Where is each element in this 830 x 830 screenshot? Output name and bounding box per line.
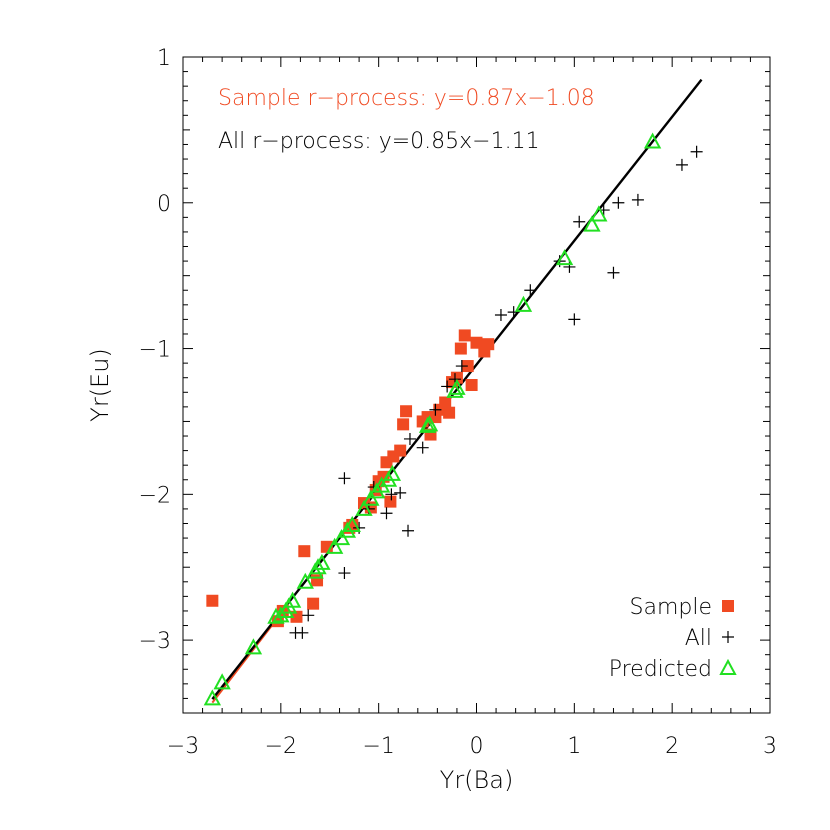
point-sample	[394, 444, 407, 457]
point-all	[607, 266, 620, 279]
point-all	[524, 284, 537, 297]
point-predicted	[514, 295, 533, 312]
point-predicted	[383, 464, 402, 481]
point-all	[441, 380, 454, 393]
point-sample	[400, 405, 413, 418]
y-tick-label: −1	[139, 338, 171, 363]
y-tick-label: 1	[157, 46, 171, 71]
point-all	[612, 196, 625, 209]
point-predicted	[296, 572, 314, 589]
point-predicted	[244, 638, 263, 655]
point-sample	[482, 338, 495, 351]
y-tick-label: −3	[139, 629, 171, 654]
point-all	[394, 486, 407, 499]
x-axis-label: Yr(Ba)	[440, 766, 514, 794]
point-predicted	[355, 499, 373, 516]
series-predicted	[203, 132, 662, 706]
legend-marker-sample	[722, 600, 734, 612]
point-all	[403, 432, 416, 445]
point-sample	[465, 379, 478, 391]
point-sample	[439, 396, 452, 409]
point-predicted	[309, 558, 327, 575]
legend-label-all: All	[685, 626, 712, 651]
point-sample	[397, 418, 410, 431]
point-sample	[290, 610, 303, 623]
point-all	[338, 472, 351, 485]
x-tick-label: 0	[470, 734, 484, 759]
legend-marker-predicted	[719, 658, 737, 675]
point-all	[302, 609, 315, 622]
annotation-all-fit: All r−process: y=0.85x−1.11	[218, 129, 540, 154]
axis-tick-labels: −3 −2 −1 0 1 2 3 −3 −2 −1 0 1	[139, 46, 777, 759]
point-all	[568, 313, 581, 326]
point-predicted	[272, 606, 290, 623]
point-predicted	[643, 132, 662, 149]
x-tick-label: −3	[167, 734, 199, 759]
point-all	[416, 441, 429, 454]
point-all	[675, 158, 688, 171]
point-all	[338, 567, 351, 580]
point-sample	[443, 406, 456, 419]
point-predicted	[213, 673, 231, 690]
point-all	[380, 507, 393, 520]
point-predicted	[448, 378, 466, 395]
point-predicted	[420, 415, 439, 432]
legend-marker-all	[722, 631, 734, 643]
point-all	[429, 403, 442, 416]
point-predicted	[583, 215, 601, 232]
point-predicted	[343, 515, 361, 532]
y-axis-label: Yr(Eu)	[86, 348, 114, 422]
point-all	[385, 488, 398, 501]
point-predicted	[590, 205, 608, 222]
point-sample	[298, 545, 311, 558]
point-sample	[450, 371, 463, 384]
point-predicted	[203, 689, 222, 706]
x-tick-label: −2	[265, 734, 297, 759]
point-predicted	[283, 591, 302, 608]
annotation-sample-fit: Sample r−process: y=0.87x−1.08	[218, 86, 595, 111]
point-sample	[307, 597, 320, 610]
x-tick-label: 2	[665, 734, 679, 759]
axis-ticks	[182, 56, 771, 714]
legend: Sample All Predicted	[609, 595, 737, 682]
point-all	[631, 193, 644, 206]
point-all	[573, 215, 586, 228]
point-predicted	[313, 553, 331, 570]
point-all	[402, 524, 415, 537]
point-all	[494, 309, 507, 322]
data-points	[203, 132, 703, 706]
point-predicted	[555, 249, 574, 266]
point-all	[455, 360, 468, 373]
point-sample	[454, 342, 467, 355]
point-sample	[206, 594, 219, 607]
point-sample	[384, 495, 397, 508]
legend-label-predicted: Predicted	[609, 657, 712, 682]
point-all	[563, 260, 576, 273]
x-tick-label: −1	[362, 734, 394, 759]
point-all	[296, 626, 309, 639]
point-predicted	[325, 537, 344, 554]
y-tick-label: −2	[139, 483, 171, 508]
point-sample	[458, 329, 471, 342]
x-tick-label: 1	[567, 734, 581, 759]
point-all	[690, 145, 703, 158]
point-all	[507, 306, 520, 319]
y-tick-label: 0	[157, 192, 171, 217]
series-all	[289, 145, 703, 639]
legend-label-sample: Sample	[630, 595, 713, 620]
x-tick-label: 3	[763, 734, 777, 759]
point-predicted	[418, 416, 437, 433]
